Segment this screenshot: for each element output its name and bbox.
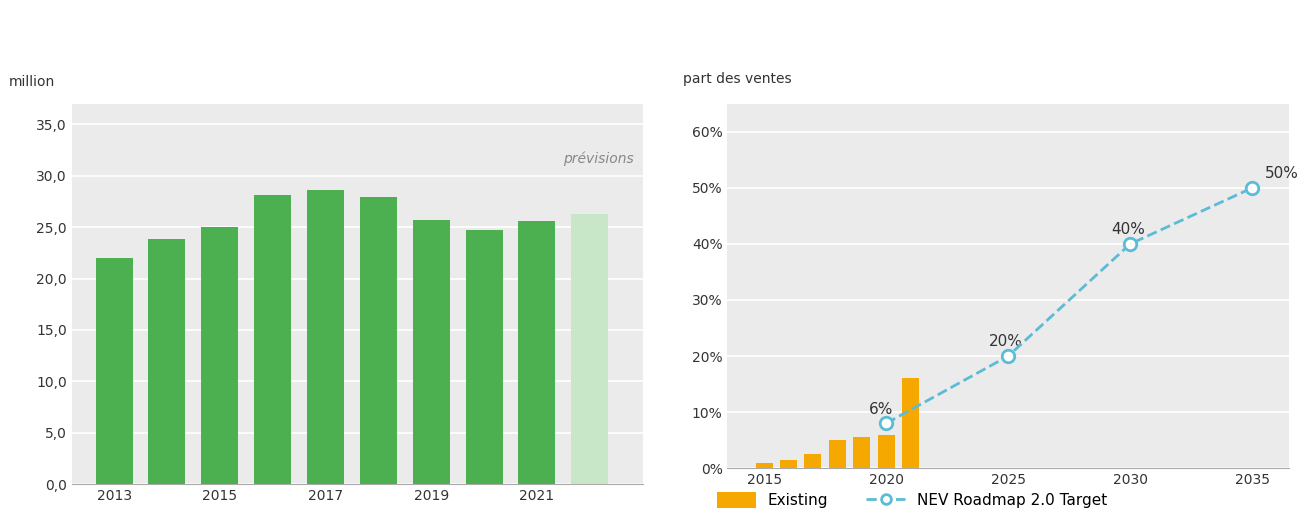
Text: 40%: 40% [1111, 222, 1144, 237]
Bar [307, 190, 343, 484]
Bar [95, 258, 133, 484]
Text: Ventes VP Chine: Ventes VP Chine [29, 32, 247, 56]
Text: 20%: 20% [989, 334, 1023, 350]
Bar [413, 220, 449, 484]
Legend: Existing, NEV Roadmap 2.0 Target: Existing, NEV Roadmap 2.0 Target [712, 486, 1113, 514]
Bar [255, 195, 291, 484]
Text: prévisions: prévisions [563, 151, 633, 166]
Bar [360, 197, 397, 484]
Text: part des ventes: part des ventes [683, 71, 791, 86]
Bar [853, 437, 870, 468]
Bar [465, 230, 503, 484]
Bar [829, 440, 846, 468]
Bar [804, 454, 821, 468]
Bar [201, 227, 238, 484]
Bar [518, 221, 555, 484]
Text: Part des NEV (BEV, HEV, PHEV) en Chine: Part des NEV (BEV, HEV, PHEV) en Chine [688, 35, 1128, 53]
Bar [878, 435, 895, 468]
Bar [756, 462, 773, 468]
Bar [780, 460, 797, 468]
Bar [902, 378, 919, 468]
Bar [149, 239, 185, 484]
Text: 6%: 6% [868, 402, 893, 417]
Bar [571, 214, 609, 484]
Text: million: million [9, 74, 55, 88]
Text: 50%: 50% [1264, 166, 1298, 181]
